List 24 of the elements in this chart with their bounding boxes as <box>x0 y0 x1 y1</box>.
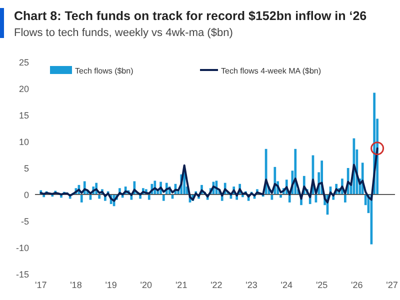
chart-title: Chart 8: Tech funds on track for record $152bn inflow in ‘26 <box>14 9 367 23</box>
y-tick-label: 20 <box>18 84 29 94</box>
x-tick-label: '24 <box>280 280 292 290</box>
y-tick-label: 0 <box>24 190 29 200</box>
x-tick-label: '17 <box>35 280 47 290</box>
y-tick-label: -15 <box>16 270 29 280</box>
x-tick-label: '25 <box>316 280 328 290</box>
chart-subtitle: Flows to tech funds, weekly vs 4wk-ma ($bn) <box>14 27 233 39</box>
x-tick-label: '27 <box>386 280 398 290</box>
x-tick-label: '19 <box>105 280 117 290</box>
y-tick-label: 25 <box>18 58 29 68</box>
x-tick-label: '21 <box>175 280 188 290</box>
y-tick-label: 10 <box>18 137 29 147</box>
x-tick-label: '23 <box>246 280 258 290</box>
legend-label: Tech flows 4-week MA ($bn) <box>221 66 322 76</box>
y-tick-label: -10 <box>16 243 29 253</box>
y-tick-label: 5 <box>24 164 29 174</box>
x-tick-label: '18 <box>70 280 82 290</box>
y-tick-label: -5 <box>20 216 29 226</box>
x-tick-label: '20 <box>140 280 152 290</box>
x-tick-label: '22 <box>210 280 222 290</box>
y-tick-label: 15 <box>18 110 29 120</box>
legend-label: Tech flows ($bn) <box>75 66 134 76</box>
x-tick-label: '26 <box>351 280 363 290</box>
